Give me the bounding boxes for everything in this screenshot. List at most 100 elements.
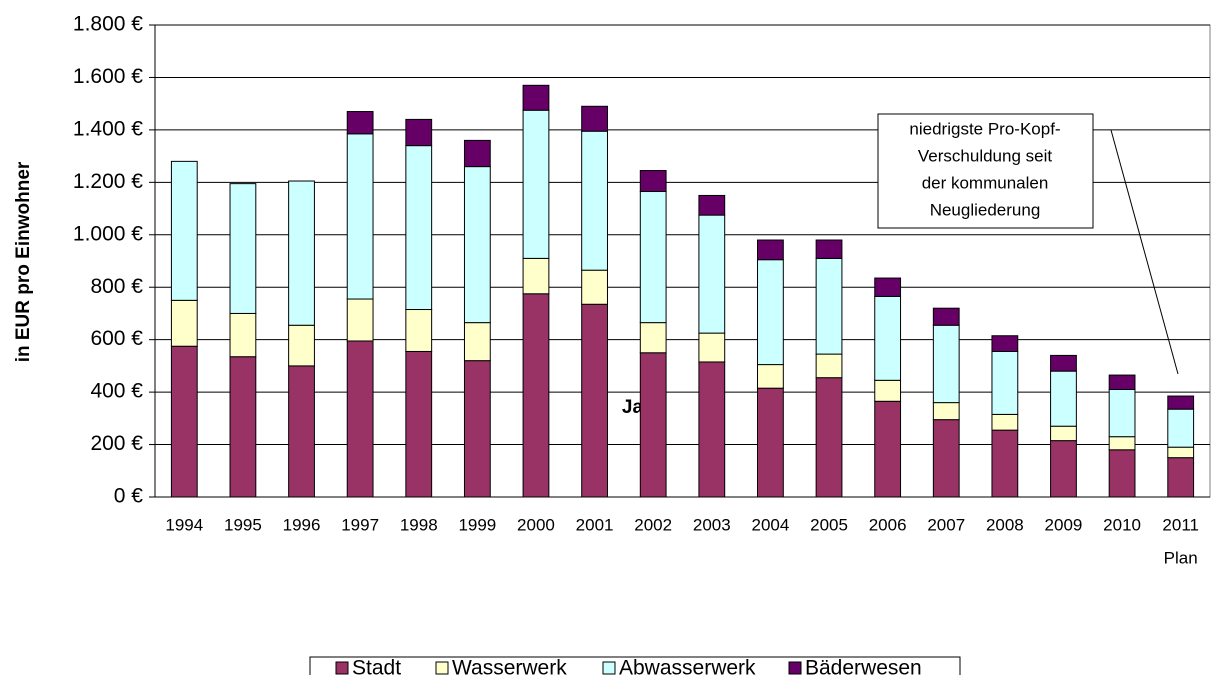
bar-segment [229,312,257,358]
bar-segment [991,350,1019,415]
bar-segment [1050,440,1077,498]
bar-segment [170,299,198,347]
annotation-text: Verschuldung seit [918,146,1052,165]
bar-segment [170,160,198,301]
bar-segment [815,353,843,379]
legend-swatch [335,661,349,675]
y-tick-label: 1.400 € [73,117,143,140]
legend-swatch [602,661,616,675]
bar-segment [932,324,960,404]
x-tick-label: 2003 [693,515,731,534]
bar-segment [1167,395,1195,410]
x-tick-label: 2002 [634,515,672,534]
bar-segment [522,293,550,498]
bar-segment [581,269,608,305]
annotation-text: niedrigste Pro-Kopf- [909,119,1060,138]
y-tick-label: 1.800 € [73,13,143,36]
bar-segment [463,322,491,362]
bar-segment [405,118,433,147]
bar-segment [757,239,784,261]
legend-label: Bäderwesen [805,657,922,675]
x-tick-label: 2006 [869,515,907,534]
x-tick-label: 2007 [927,515,965,534]
bar-segment [346,133,374,300]
bar-segment [932,307,960,326]
bar-segment [581,303,608,498]
annotation-pointer [1110,129,1179,375]
legend-label: Wasserwerk [452,657,567,675]
bar-segment [463,360,491,498]
x-tick-label: 1997 [341,515,379,534]
bar-segment [522,257,550,295]
x-tick-label: 1996 [283,515,321,534]
bar-segment [991,429,1019,498]
bar-segment [229,356,257,498]
bar-segment [1108,388,1136,438]
bar-segment [874,277,902,297]
y-tick-label: 0 € [114,485,144,508]
x-tick-label: 2001 [576,515,614,534]
x-tick-label: 2004 [752,515,790,534]
x-tick-label: 2000 [517,515,555,534]
bar-segment [815,257,843,355]
annotation-text: der kommunalen [922,173,1049,192]
y-tick-label: 1.200 € [73,170,143,193]
y-tick-label: 1.000 € [73,222,143,245]
bar-segment [346,340,374,498]
bar-segment [405,350,433,498]
x-tick-label: 1998 [400,515,438,534]
legend-label: Abwasserwerk [619,657,756,675]
bar-segment [757,387,784,498]
bar-segment [1050,354,1077,372]
x-tick-note: Plan [1164,548,1198,567]
bar-segment [639,191,667,324]
bar-segment [346,111,374,135]
x-tick-label: 1999 [458,515,496,534]
legend-label: Stadt [352,657,401,675]
bar-segment [522,109,550,259]
legend-swatch [788,661,802,675]
annotation-text: Neugliederung [930,200,1041,219]
bar-segment [288,365,315,498]
bar-segment [815,239,843,259]
bar-segment [932,419,960,498]
bar-segment [229,183,257,314]
bar-segment [932,402,960,421]
y-axis-title: in EUR pro Einwohner [13,161,34,362]
bar-segment [757,259,784,366]
bar-segment [1108,374,1136,390]
x-tick-label: 1994 [165,515,203,534]
x-tick-label: 2011 [1162,515,1199,534]
bar-segment [874,400,902,498]
x-tick-label: 1995 [224,515,262,534]
bar-segment [405,309,433,352]
bar-segment [288,180,315,326]
annotation-box [877,113,1094,229]
bar-segment [874,379,902,402]
x-tick-label: 2009 [1045,515,1083,534]
bar-segment [639,170,667,193]
y-tick-label: 400 € [90,380,143,403]
bar-segment [874,295,902,381]
bar-segment [1050,370,1077,427]
bar-segment [815,377,843,498]
bar-segment [698,361,726,498]
bar-segment [463,166,491,324]
bar-segment [639,352,667,498]
bar-segment [463,139,491,168]
bar-segment [1167,446,1195,459]
y-tick-label: 1.600 € [73,65,143,88]
bar-segment [581,130,608,271]
bar-segment [346,298,374,342]
bar-segment [170,345,198,498]
bar-segment [698,194,726,216]
y-tick-label: 800 € [90,275,143,298]
bar-segment [1050,425,1077,442]
y-tick-label: 600 € [90,327,143,350]
x-tick-label: 2008 [986,515,1024,534]
bar-segment [1167,408,1195,448]
y-tick-label: 200 € [90,432,143,455]
bar-segment [698,214,726,334]
bar-segment [405,145,433,311]
